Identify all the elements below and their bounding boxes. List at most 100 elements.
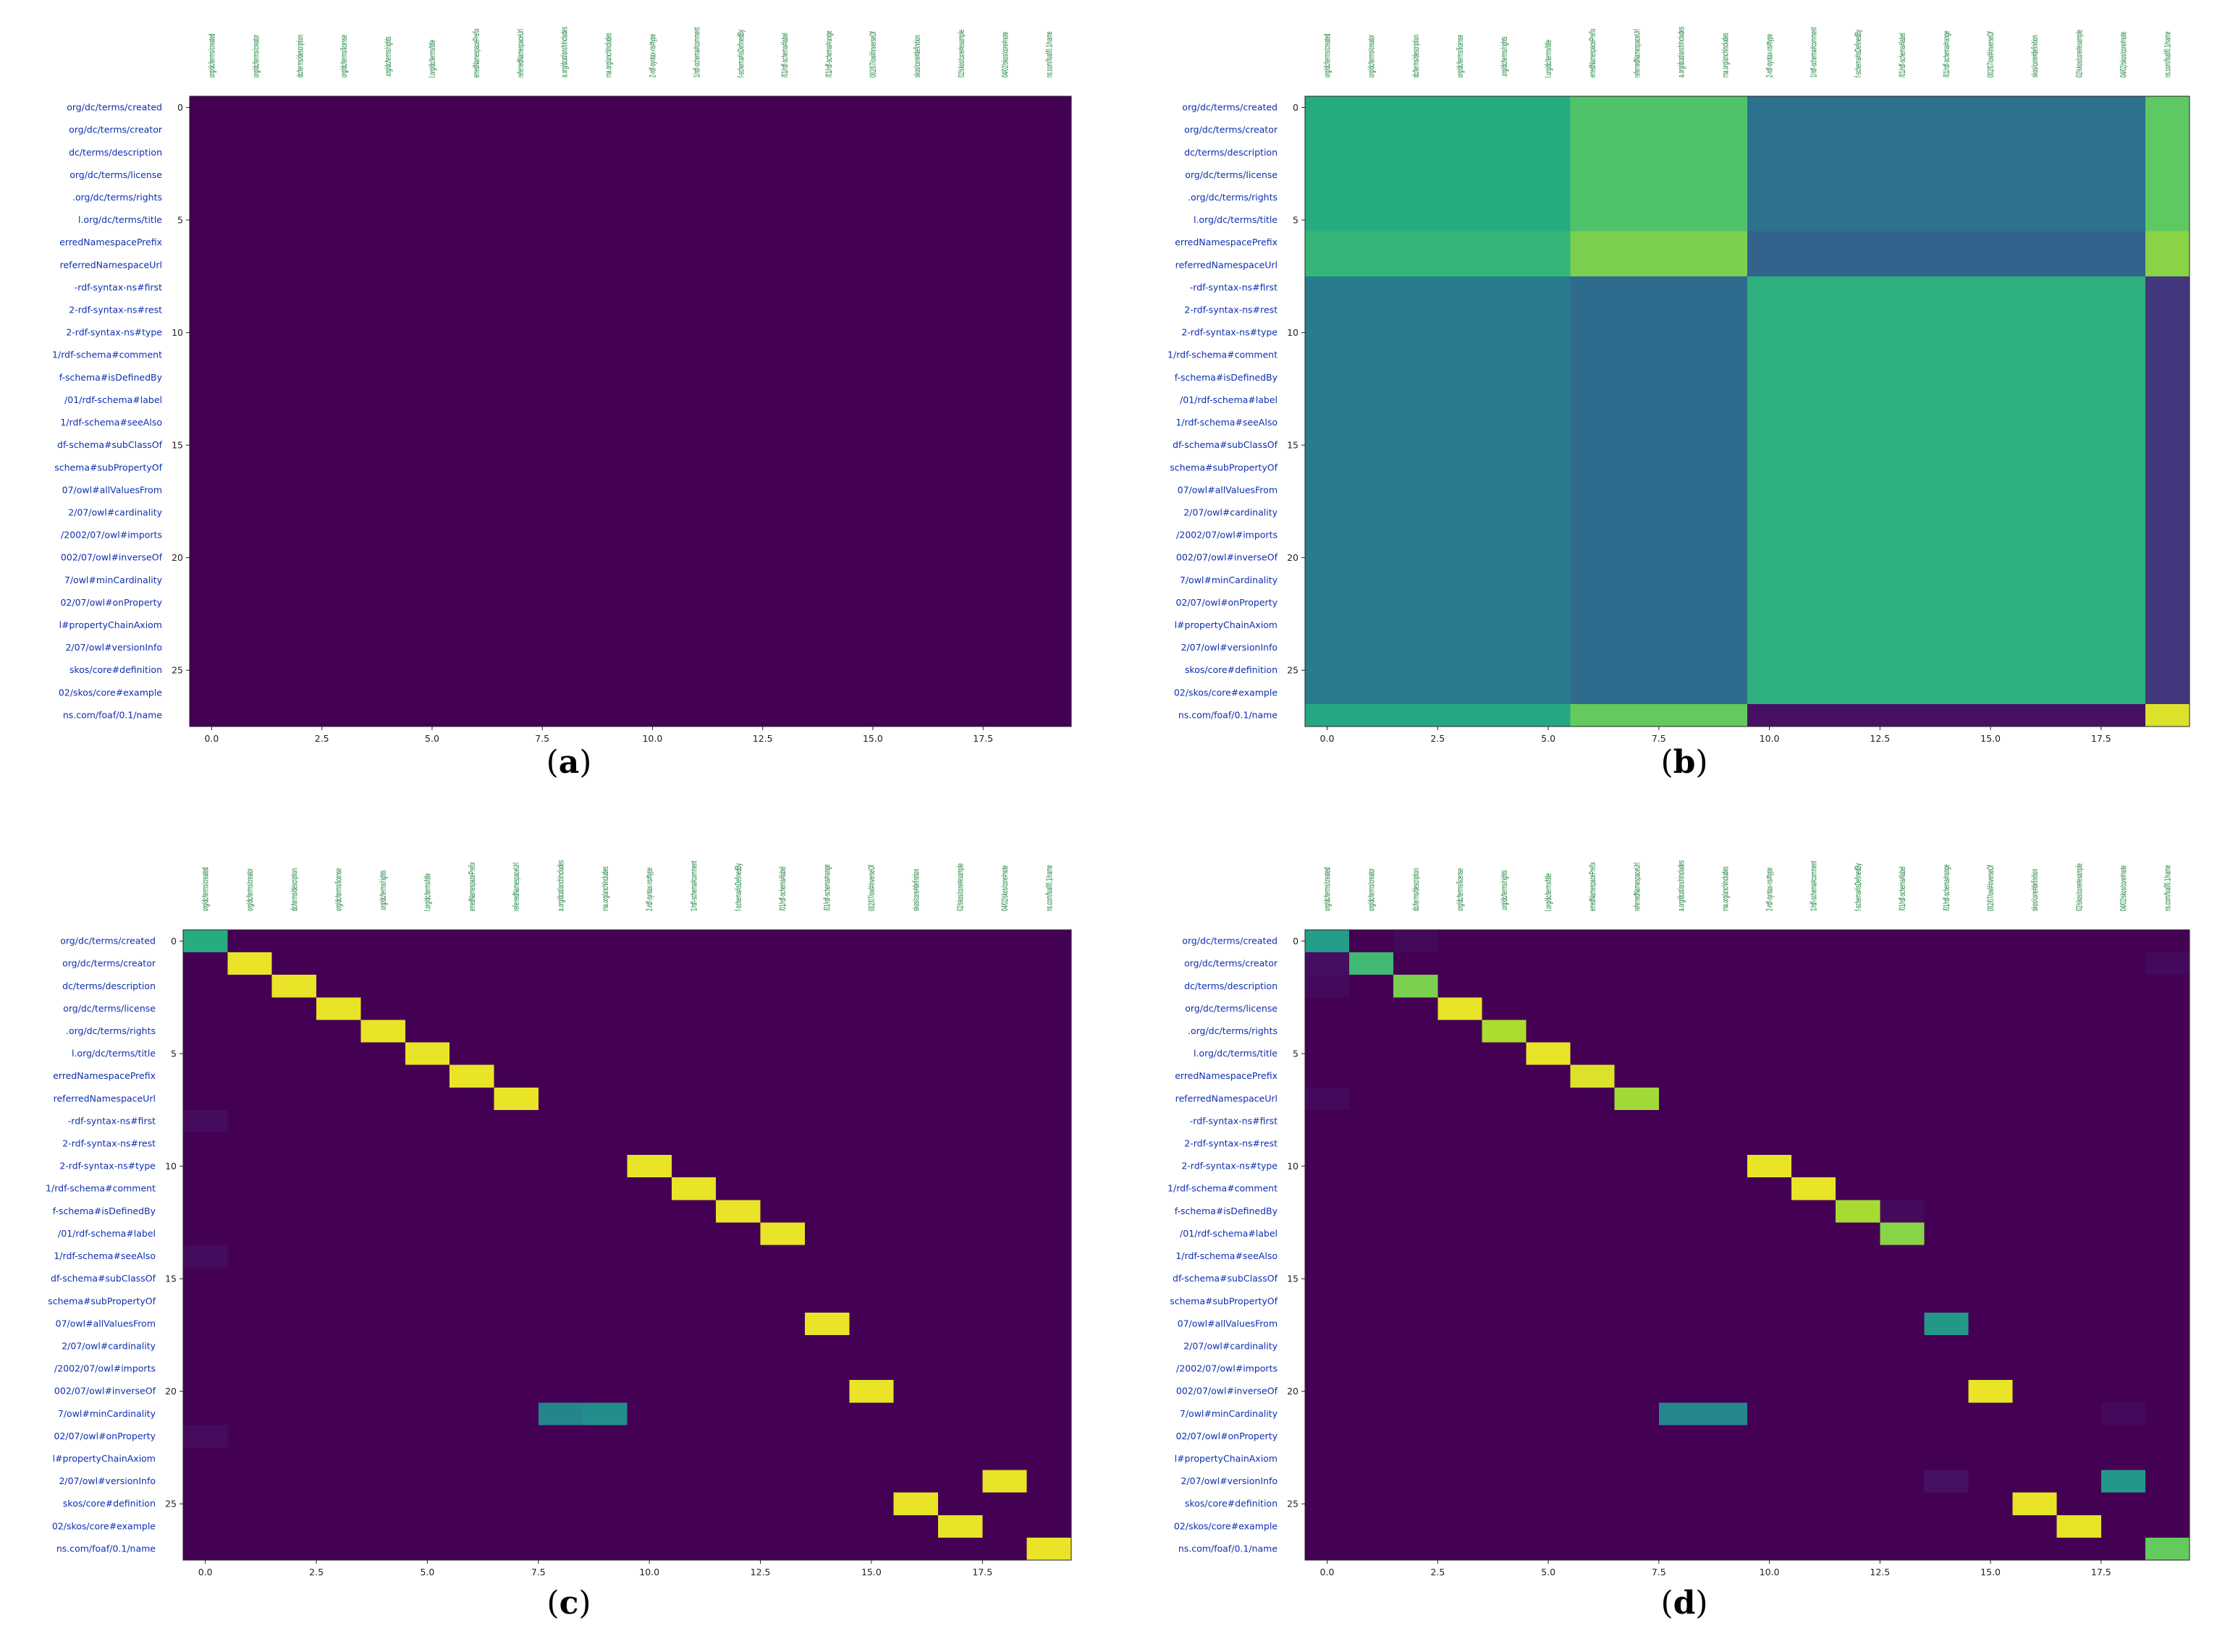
heatmap-cell	[1658, 1289, 1704, 1313]
heatmap-cell	[983, 501, 1028, 525]
heatmap-cell	[1836, 344, 1880, 367]
heatmap-cell	[2012, 1492, 2058, 1516]
heatmap-cell	[1437, 1312, 1482, 1336]
heatmap-cell	[183, 1470, 228, 1494]
heatmap-cell	[449, 1357, 495, 1381]
heatmap-cell	[806, 186, 852, 210]
heatmap-cell	[271, 1109, 317, 1133]
heatmap-cell	[983, 681, 1028, 705]
heatmap-cell	[449, 1447, 495, 1471]
y-category-label: 2/07/owl#cardinality	[1183, 507, 1278, 518]
heatmap-cell	[494, 1042, 539, 1066]
heatmap-cell	[1026, 1537, 1072, 1561]
heatmap-cell	[494, 1492, 539, 1516]
heatmap-cell	[760, 1357, 806, 1381]
heatmap-cell	[1880, 501, 1925, 525]
heatmap-cell	[586, 636, 631, 660]
heatmap-cell	[1702, 1155, 1748, 1178]
heatmap-cell	[454, 321, 499, 344]
heatmap-cell	[1614, 1267, 1660, 1291]
heatmap-cell	[1437, 1020, 1482, 1043]
heatmap-cell	[1482, 1042, 1527, 1066]
heatmap-cell	[190, 411, 235, 435]
heatmap-cell	[2101, 141, 2146, 164]
heatmap-cell	[718, 501, 764, 525]
heatmap-cell	[321, 569, 367, 592]
heatmap-cell	[937, 1312, 983, 1336]
heatmap-cell	[1349, 1334, 1394, 1358]
heatmap-cell	[1570, 366, 1616, 389]
heatmap-cell	[1747, 569, 1792, 592]
heatmap-cell	[983, 321, 1028, 344]
heatmap-cell	[1747, 1312, 1792, 1336]
heatmap-cell	[937, 1425, 983, 1449]
heatmap-cell	[1880, 1087, 1925, 1111]
heatmap-cell	[1482, 930, 1527, 953]
heatmap-cell	[1658, 186, 1704, 210]
heatmap-cell	[1437, 96, 1482, 119]
heatmap-cell	[806, 253, 852, 277]
heatmap-cell	[1924, 546, 1969, 569]
heatmap-panel-a: org/dc/terms/createdorg/dc/terms/creator…	[52, 27, 1072, 781]
y-category-label: l.org/dc/terms/title	[1194, 214, 1278, 225]
heatmap-cell	[227, 1515, 273, 1538]
heatmap-cell	[2012, 119, 2058, 142]
heatmap-cell	[2145, 1289, 2190, 1313]
heatmap-cell	[806, 298, 852, 322]
heatmap-cell	[583, 1155, 628, 1178]
heatmap-cell	[1614, 298, 1660, 322]
heatmap-cell	[716, 1132, 761, 1156]
x-tick-label: 2.5	[1430, 733, 1445, 744]
y-tick-label: 25	[1287, 665, 1299, 676]
x-category-label: l.org/dc/terms/title	[423, 873, 433, 911]
heatmap-cell	[1702, 1109, 1748, 1133]
heatmap-cell	[627, 975, 672, 998]
heatmap-panel-c: org/dc/terms/createdorg/dc/terms/creator…	[46, 860, 1072, 1622]
heatmap-cell	[1702, 546, 1748, 569]
heatmap-cell	[850, 344, 895, 367]
heatmap-cell	[1924, 141, 1969, 164]
heatmap-cell	[360, 1177, 406, 1200]
heatmap-cell	[1349, 1020, 1394, 1043]
heatmap-cell	[1968, 276, 2014, 300]
heatmap-cell	[760, 930, 806, 953]
heatmap-cell	[2145, 1515, 2190, 1538]
heatmap-cell	[1305, 1492, 1350, 1516]
heatmap-cell	[2012, 1267, 2058, 1291]
heatmap-cell	[806, 636, 852, 660]
heatmap-cell	[718, 119, 764, 142]
y-category-label: referredNamespaceUrl	[60, 259, 162, 270]
heatmap-cell	[1614, 1200, 1660, 1223]
heatmap-cell	[1791, 186, 1836, 210]
heatmap-cell	[895, 344, 940, 367]
heatmap-cell	[1437, 1109, 1482, 1133]
y-category-label: l#propertyChainAxiom	[59, 619, 162, 630]
heatmap-cell	[2145, 1334, 2190, 1358]
heatmap-cell	[1880, 1132, 1925, 1156]
heatmap-cell	[1526, 975, 1571, 998]
heatmap-cell	[586, 141, 631, 164]
heatmap-cell	[849, 1064, 895, 1088]
heatmap-cell	[804, 1109, 850, 1133]
heatmap-cell	[2056, 1155, 2102, 1178]
heatmap-cell	[1658, 1380, 1704, 1403]
heatmap-cell	[2056, 1312, 2102, 1336]
heatmap-cell	[583, 1042, 628, 1066]
heatmap-cell	[494, 1334, 539, 1358]
heatmap-cell	[1702, 703, 1748, 727]
heatmap-cell	[542, 164, 587, 187]
heatmap-cell	[1880, 276, 1925, 300]
heatmap-cell	[1349, 1267, 1394, 1291]
x-category-label: l.org/dc/terms/title	[1544, 40, 1554, 77]
heatmap-cell	[762, 681, 808, 705]
heatmap-cell	[1393, 1515, 1438, 1538]
heatmap-cell	[982, 1020, 1028, 1043]
heatmap-cell	[1791, 298, 1836, 322]
heatmap-cell	[1747, 546, 1792, 569]
heatmap-cell	[937, 1177, 983, 1200]
heatmap-cell	[939, 119, 984, 142]
heatmap-cell	[1924, 1200, 1969, 1223]
heatmap-cell	[895, 546, 940, 569]
heatmap-cell	[674, 703, 719, 727]
heatmap-cell	[1393, 636, 1438, 660]
